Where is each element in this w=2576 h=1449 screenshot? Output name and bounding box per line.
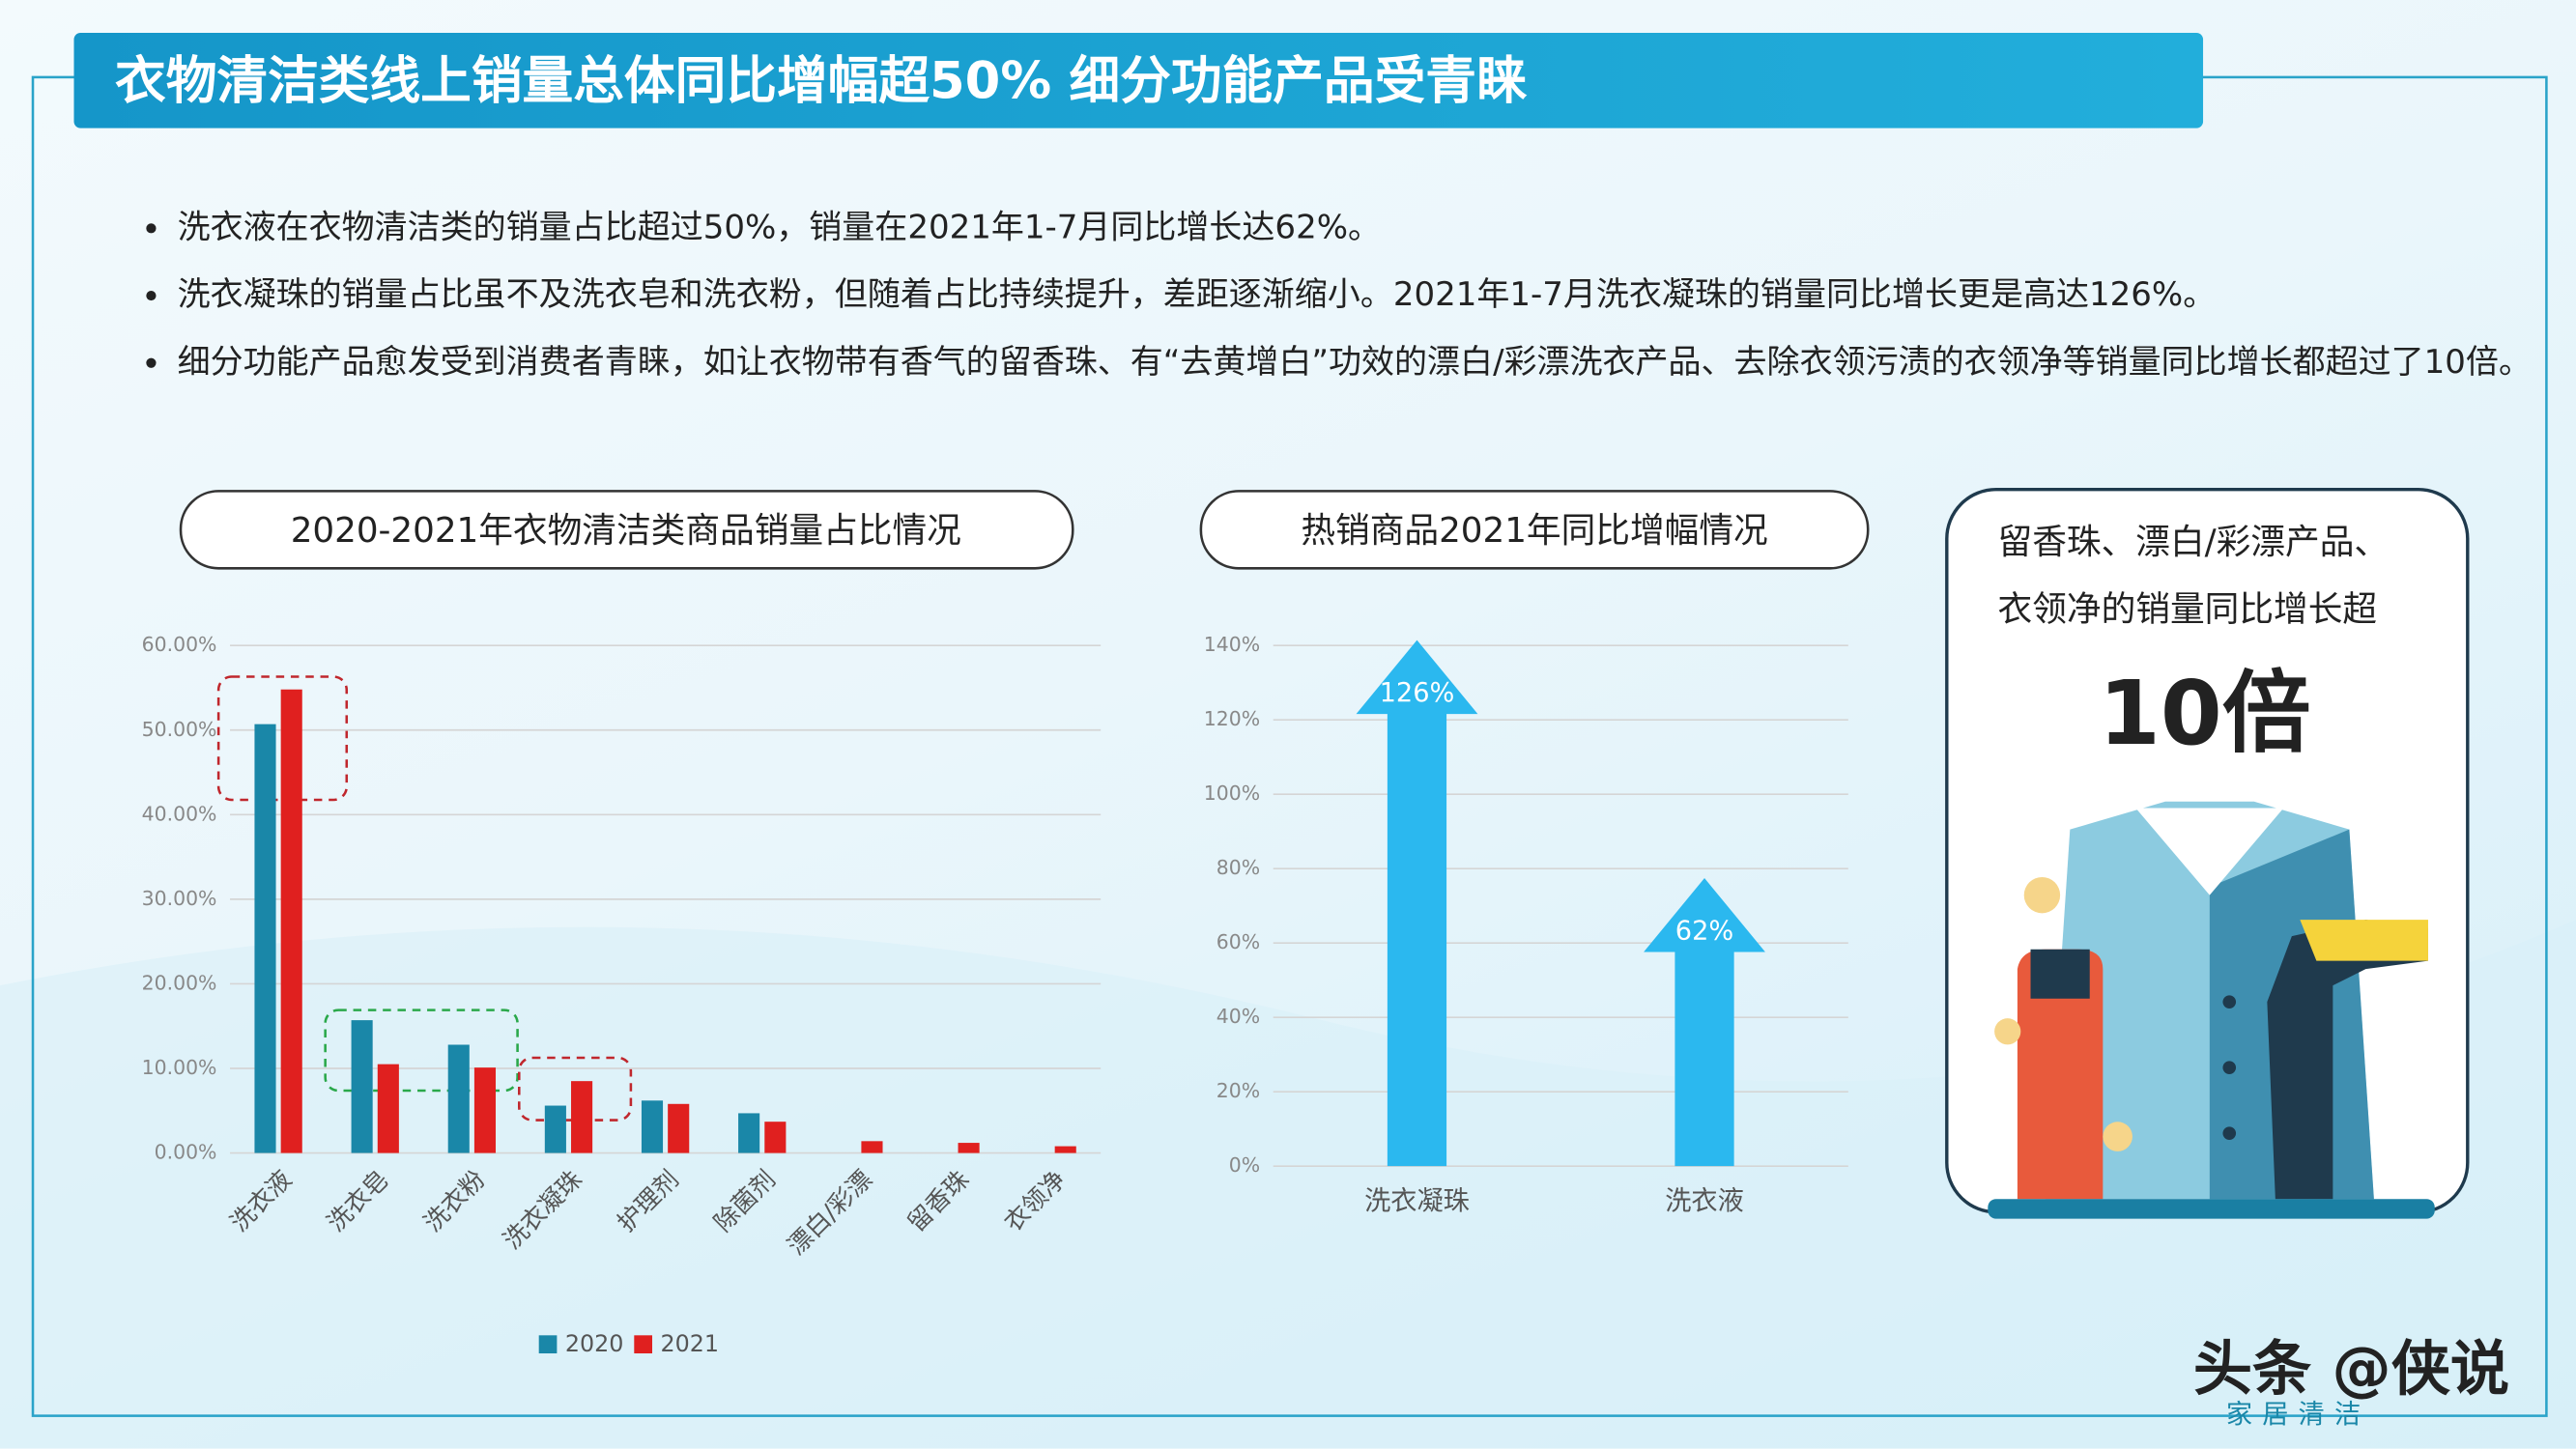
highlight-box <box>324 1009 519 1093</box>
legend-swatch <box>634 1335 653 1354</box>
bullet-list: 洗衣液在衣物清洁类的销量占比超过50%，销量在2021年1-7月同比增长达62%… <box>115 194 2576 396</box>
y-tick-label: 30.00% <box>142 887 217 910</box>
highlight-box <box>518 1056 633 1122</box>
bar <box>447 1044 470 1153</box>
y-tick-label: 140% <box>1204 633 1260 656</box>
arrow-bar <box>1356 639 1478 1167</box>
page-title: 衣物清洁类线上销量总体同比增幅超50% 细分功能产品受青睐 <box>115 51 1528 110</box>
x-tick-label: 洗衣凝珠 <box>1364 1186 1470 1216</box>
y-tick-label: 120% <box>1204 707 1260 730</box>
chart-title: 热销商品2021年同比增幅情况 <box>1301 511 1767 551</box>
chart-title: 2020-2021年衣物清洁类商品销量占比情况 <box>291 511 961 551</box>
bar <box>254 724 276 1153</box>
chart-title-box <box>179 490 1074 570</box>
bar <box>1054 1146 1076 1153</box>
bar <box>544 1105 566 1153</box>
bar <box>958 1143 980 1153</box>
legend-label: 2021 <box>661 1330 720 1357</box>
bullet: 细分功能产品愈发受到消费者青睐，如让衣物带有香气的留香珠、有“去黄增白”功效的漂… <box>178 328 2576 396</box>
y-tick-label: 10.00% <box>142 1056 217 1079</box>
arrow-bar <box>1644 877 1765 1167</box>
y-tick-label: 100% <box>1204 781 1260 805</box>
bar <box>764 1122 787 1153</box>
bullet: 洗衣液在衣物清洁类的销量占比超过50%，销量在2021年1-7月同比增长达62%… <box>178 194 2576 262</box>
legend-label: 2020 <box>565 1330 624 1357</box>
y-tick-label: 60% <box>1216 930 1260 953</box>
bar <box>738 1113 760 1153</box>
y-tick-label: 0% <box>1229 1153 1260 1177</box>
y-tick-label: 20% <box>1216 1079 1260 1102</box>
bullet: 洗衣凝珠的销量占比虽不及洗衣皂和洗衣粉，但随着占比持续提升，差距逐渐缩小。202… <box>178 261 2576 328</box>
callout-text: 衣领净的销量同比增长超 <box>1998 589 2378 629</box>
bar <box>377 1064 399 1153</box>
bar <box>571 1081 593 1153</box>
chart-title-box <box>1199 490 1870 570</box>
y-tick-label: 20.00% <box>142 971 217 994</box>
shirt-illustration <box>1988 801 2435 1219</box>
x-tick-label: 洗衣液 <box>1665 1186 1744 1216</box>
bar <box>280 689 302 1153</box>
title-bar <box>73 33 2204 128</box>
y-tick-label: 0.00% <box>155 1141 217 1164</box>
value-label: 62% <box>1675 917 1733 947</box>
bar <box>641 1100 664 1153</box>
value-label: 126% <box>1380 678 1455 708</box>
y-tick-label: 80% <box>1216 856 1260 879</box>
highlight-box <box>216 675 349 802</box>
bar <box>473 1067 497 1153</box>
background-wave <box>0 920 2576 1449</box>
y-tick-label: 40.00% <box>142 802 217 825</box>
y-tick-label: 50.00% <box>142 718 217 741</box>
watermark-tagline: 家居清洁 <box>2226 1400 2371 1430</box>
y-tick-label: 40% <box>1216 1005 1260 1028</box>
callout-text: 留香珠、漂白/彩漂产品、 <box>1998 523 2390 562</box>
legend-swatch <box>538 1335 558 1354</box>
bar <box>861 1141 883 1153</box>
watermark-brand: 头条 @侠说 <box>2193 1335 2509 1404</box>
y-tick-label: 60.00% <box>142 633 217 656</box>
bar <box>351 1020 373 1153</box>
callout-highlight: 10倍 <box>2099 662 2311 765</box>
bar <box>668 1103 690 1153</box>
